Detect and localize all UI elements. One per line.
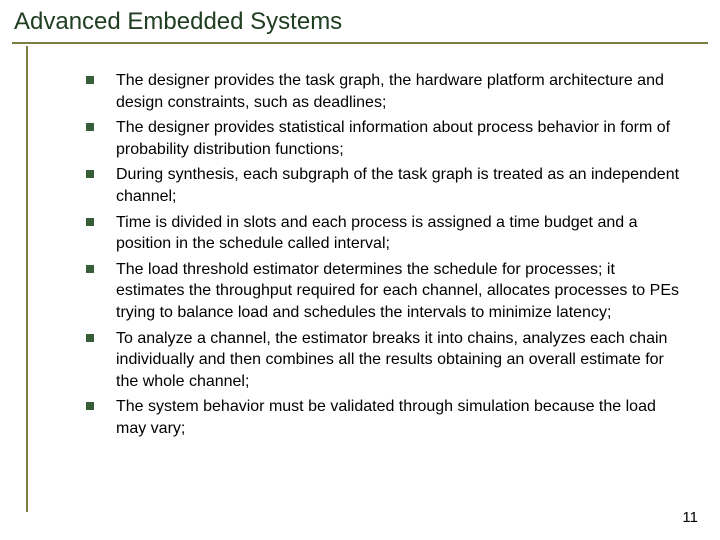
square-bullet-icon	[86, 218, 94, 226]
list-item-text: The designer provides the task graph, th…	[116, 72, 664, 111]
bullet-list: The designer provides the task graph, th…	[80, 70, 680, 440]
list-item: To analyze a channel, the estimator brea…	[80, 328, 680, 393]
title-section: Advanced Embedded Systems	[12, 8, 708, 44]
list-item-text: The system behavior must be validated th…	[116, 398, 656, 437]
list-item-text: The designer provides statistical inform…	[116, 119, 670, 158]
square-bullet-icon	[86, 265, 94, 273]
list-item: During synthesis, each subgraph of the t…	[80, 164, 680, 207]
list-item: The system behavior must be validated th…	[80, 396, 680, 439]
page-number: 11	[682, 509, 698, 526]
list-item-text: During synthesis, each subgraph of the t…	[116, 166, 679, 205]
slide: Advanced Embedded Systems The designer p…	[0, 0, 720, 540]
square-bullet-icon	[86, 170, 94, 178]
left-vertical-rule	[26, 46, 28, 512]
list-item-text: To analyze a channel, the estimator brea…	[116, 330, 667, 390]
square-bullet-icon	[86, 334, 94, 342]
slide-title: Advanced Embedded Systems	[12, 8, 708, 38]
square-bullet-icon	[86, 123, 94, 131]
list-item: The designer provides the task graph, th…	[80, 70, 680, 113]
list-item-text: The load threshold estimator determines …	[116, 261, 679, 321]
list-item: The designer provides statistical inform…	[80, 117, 680, 160]
list-item-text: Time is divided in slots and each proces…	[116, 214, 637, 253]
list-item: Time is divided in slots and each proces…	[80, 212, 680, 255]
title-underline: Advanced Embedded Systems	[12, 8, 708, 44]
list-item: The load threshold estimator determines …	[80, 259, 680, 324]
square-bullet-icon	[86, 76, 94, 84]
body-content: The designer provides the task graph, th…	[80, 70, 680, 444]
square-bullet-icon	[86, 402, 94, 410]
